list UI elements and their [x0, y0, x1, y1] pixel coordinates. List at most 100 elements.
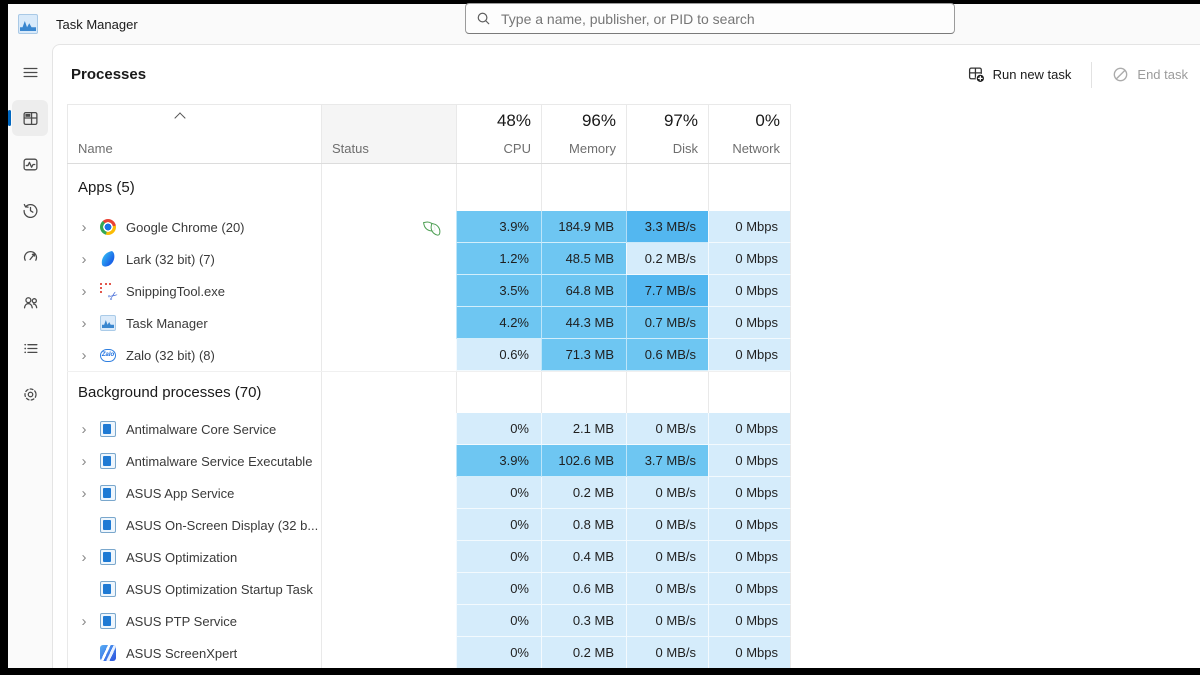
expand-chevron-icon[interactable]: ›	[81, 250, 87, 268]
table-row[interactable]: › Task Manager 4.2% 44.3 MB 0.7 MB/s 0 M…	[67, 307, 791, 339]
app-history-icon	[22, 203, 37, 218]
processes-table: Name Status 48% CPU 96% Memory 97%	[67, 104, 791, 668]
network-value: 0 Mbps	[708, 477, 791, 509]
run-new-task-icon	[968, 67, 985, 83]
services-gear-icon	[23, 387, 37, 401]
disk-value: 0 MB/s	[626, 413, 708, 445]
hamburger-menu-icon	[22, 67, 38, 77]
table-row[interactable]: › SnippingTool.exe 3.5% 64.8 MB 7.7 MB/s…	[67, 275, 791, 307]
process-name-cell: › Task Manager	[67, 307, 321, 339]
expand-chevron-icon[interactable]: ›	[81, 282, 87, 300]
cpu-value: 3.9%	[456, 211, 541, 243]
group-header-background[interactable]: Background processes (70)	[67, 371, 791, 413]
sidebar-item-users[interactable]	[12, 284, 48, 320]
process-name: Zalo (32 bit) (8)	[126, 347, 215, 363]
table-row[interactable]: › ASUS ScreenXpert 0% 0.2 MB 0 MB/s 0 Mb…	[67, 637, 791, 668]
status-cell	[321, 211, 456, 243]
memory-value: 0.2 MB	[541, 477, 626, 509]
column-header-status[interactable]: Status	[321, 105, 456, 163]
table-row[interactable]: › ASUS On-Screen Display (32 b... 0% 0.8…	[67, 509, 791, 541]
sidebar-item-services[interactable]	[12, 376, 48, 412]
table-row[interactable]: › ASUS Optimization Startup Task 0% 0.6 …	[67, 573, 791, 605]
window-app-icon	[100, 517, 116, 533]
table-row[interactable]: › Lark (32 bit) (7) 1.2% 48.5 MB 0.2 MB/…	[67, 243, 791, 275]
table-row[interactable]: › Google Chrome (20) 3.9% 184.9 MB 3.3 M…	[67, 211, 791, 243]
table-row[interactable]: › ASUS PTP Service 0% 0.3 MB 0 MB/s 0 Mb…	[67, 605, 791, 637]
titlebar: Task Manager	[8, 4, 1200, 44]
search-box[interactable]	[465, 3, 955, 34]
disk-value: 0 MB/s	[626, 573, 708, 605]
sidebar-item-processes[interactable]	[8, 100, 48, 136]
sidebar-item-details[interactable]	[12, 330, 48, 366]
table-row[interactable]: › ASUS Optimization 0% 0.4 MB 0 MB/s 0 M…	[67, 541, 791, 573]
network-total-percent: 0%	[755, 111, 780, 130]
network-value: 0 Mbps	[708, 211, 791, 243]
apps-rows: › Google Chrome (20) 3.9% 184.9 MB 3.3 M…	[67, 211, 791, 371]
process-name-cell: › ASUS ScreenXpert	[67, 637, 321, 668]
process-name-cell: › Zalo (32 bit) (8)	[67, 339, 321, 371]
network-value: 0 Mbps	[708, 605, 791, 637]
column-header-disk[interactable]: 97% Disk	[626, 105, 708, 163]
window-title: Task Manager	[56, 16, 138, 32]
expand-chevron-icon[interactable]: ›	[81, 548, 87, 566]
cpu-value: 3.5%	[456, 275, 541, 307]
expand-chevron-icon[interactable]: ›	[81, 314, 87, 332]
performance-icon	[22, 158, 38, 170]
network-value: 0 Mbps	[708, 339, 791, 371]
memory-value: 0.2 MB	[541, 637, 626, 668]
expand-chevron-icon[interactable]: ›	[81, 452, 87, 470]
memory-value: 0.3 MB	[541, 605, 626, 637]
status-cell	[321, 445, 456, 477]
screenxpert-app-icon	[100, 645, 116, 661]
table-row[interactable]: › Zalo (32 bit) (8) 0.6% 71.3 MB 0.6 MB/…	[67, 339, 791, 371]
process-name-cell: › ASUS Optimization	[67, 541, 321, 573]
memory-value: 48.5 MB	[541, 243, 626, 275]
expand-chevron-icon[interactable]: ›	[81, 484, 87, 502]
expand-chevron-icon[interactable]: ›	[81, 420, 87, 438]
sidebar-item-app-history[interactable]	[12, 192, 48, 228]
zalo-app-icon	[100, 348, 116, 362]
expand-chevron-icon[interactable]: ›	[81, 218, 87, 236]
end-task-button[interactable]: End task	[1100, 59, 1200, 90]
group-header-apps[interactable]: Apps (5)	[67, 164, 791, 211]
table-row[interactable]: › Antimalware Service Executable 3.9% 10…	[67, 445, 791, 477]
table-row[interactable]: › ASUS App Service 0% 0.2 MB 0 MB/s 0 Mb…	[67, 477, 791, 509]
column-header-network[interactable]: 0% Network	[708, 105, 791, 163]
window-app-icon	[100, 613, 116, 629]
column-header-name[interactable]: Name	[67, 105, 321, 163]
expand-chevron-icon[interactable]: ›	[81, 612, 87, 630]
sidebar-item-startup-apps[interactable]	[12, 238, 48, 274]
table-row[interactable]: › Antimalware Core Service 0% 2.1 MB 0 M…	[67, 413, 791, 445]
memory-value: 184.9 MB	[541, 211, 626, 243]
run-new-task-button[interactable]: Run new task	[956, 59, 1084, 90]
users-icon	[23, 296, 37, 308]
memory-total-percent: 96%	[581, 111, 616, 130]
cpu-value: 0%	[456, 509, 541, 541]
sidebar-item-performance[interactable]	[12, 146, 48, 182]
status-cell	[321, 339, 456, 371]
disk-value: 7.7 MB/s	[626, 275, 708, 307]
process-name: SnippingTool.exe	[126, 283, 226, 299]
expand-chevron-icon[interactable]: ›	[81, 346, 87, 364]
window-app-icon	[100, 421, 116, 437]
sort-ascending-icon	[174, 112, 186, 124]
network-value: 0 Mbps	[708, 637, 791, 668]
memory-value: 2.1 MB	[541, 413, 626, 445]
menu-toggle-button[interactable]	[12, 54, 48, 90]
process-name-cell: › Antimalware Core Service	[67, 413, 321, 445]
column-header-memory[interactable]: 96% Memory	[541, 105, 626, 163]
search-input[interactable]	[501, 10, 944, 27]
status-cell	[321, 413, 456, 445]
process-name: ASUS ScreenXpert	[126, 645, 238, 661]
column-header-cpu[interactable]: 48% CPU	[456, 105, 541, 163]
disk-value: 0.2 MB/s	[626, 243, 708, 275]
memory-value: 44.3 MB	[541, 307, 626, 339]
chrome-app-icon	[100, 219, 116, 235]
status-cell	[321, 509, 456, 541]
process-name: ASUS App Service	[126, 485, 235, 501]
process-name-cell: › Lark (32 bit) (7)	[67, 243, 321, 275]
status-cell	[321, 573, 456, 605]
disk-total-percent: 97%	[663, 111, 698, 130]
cpu-value: 0%	[456, 605, 541, 637]
cpu-value: 0%	[456, 637, 541, 668]
